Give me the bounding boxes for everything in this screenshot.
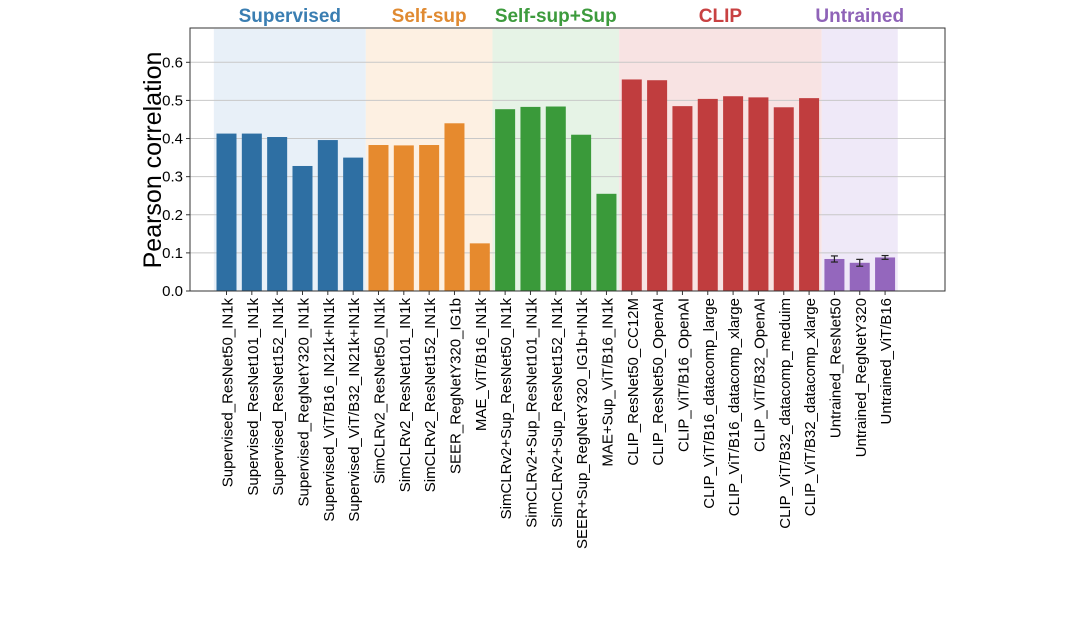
x-tick-label: SimCLRv2+Sup_ResNet101_IN1k xyxy=(523,298,540,528)
bar xyxy=(267,137,288,291)
x-tick-label: Supervised_ViT/B16_IN21k+IN1k xyxy=(321,298,338,522)
x-tick-label: SimCLRv2_ResNet152_IN1k xyxy=(422,298,439,493)
grid-lines xyxy=(190,61,945,254)
bars xyxy=(216,79,896,292)
bar xyxy=(748,97,769,291)
bar xyxy=(672,106,693,291)
y-tick-label: 0.5 xyxy=(162,92,183,109)
group-title: Self-sup xyxy=(392,6,467,27)
x-tick-label: CLIP_ViT/B16_OpenAI xyxy=(675,298,692,452)
bar xyxy=(773,107,794,291)
group-title: CLIP xyxy=(699,6,743,27)
bar xyxy=(697,98,718,291)
x-tick-label: SimCLRv2+Sup_ResNet50_IN1k xyxy=(498,298,515,520)
x-tick-label: Supervised_ResNet50_IN1k xyxy=(220,298,237,488)
y-tick-label: 0.1 xyxy=(162,245,183,262)
x-tick-label: MAE_ViT/B16_IN1k xyxy=(473,298,490,432)
bar xyxy=(849,262,870,291)
x-tick-label: CLIP_ResNet50_CC12M xyxy=(625,298,642,466)
bar xyxy=(393,145,414,291)
x-tick-label: SimCLRv2+Sup_ResNet152_IN1k xyxy=(549,298,566,528)
bar xyxy=(545,106,566,292)
x-axis-tick-labels: Supervised_ResNet50_IN1k Supervised_ResNe… xyxy=(220,291,895,549)
bar xyxy=(571,134,592,291)
plot-frame xyxy=(189,27,946,292)
x-tick-label: Untrained_RegNetY320 xyxy=(853,298,870,457)
y-tick-label: 0.6 xyxy=(162,54,183,71)
bar xyxy=(216,133,237,291)
bar xyxy=(368,145,389,291)
x-tick-label: CLIP_ViT/B16_datacomp_xlarge xyxy=(726,298,743,516)
bar xyxy=(621,79,642,292)
x-tick-label: CLIP_ResNet50_OpenAI xyxy=(650,298,667,466)
x-tick-label: Supervised_ResNet101_IN1k xyxy=(245,298,262,496)
x-tick-label: Supervised_ResNet152_IN1k xyxy=(270,298,287,496)
x-tick-label: Untrained_ViT/B16 xyxy=(878,298,895,424)
y-axis-ticks: 0.0 0.1 0.2 0.3 0.4 0.5 0.6 xyxy=(162,54,190,300)
x-tick-label: CLIP_ViT/B32_datacomp_meduim xyxy=(777,298,794,529)
x-tick-label: SEER_RegNetY320_IG1b xyxy=(447,298,464,474)
x-tick-label: Supervised_ViT/B32_IN21k+IN1k xyxy=(346,298,363,522)
bar xyxy=(647,80,668,291)
bar xyxy=(875,257,896,291)
x-tick-label: SimCLRv2_ResNet50_IN1k xyxy=(371,298,388,484)
bar xyxy=(317,140,338,291)
bar xyxy=(469,243,490,291)
group-band xyxy=(821,29,898,291)
bar xyxy=(419,145,440,291)
bar xyxy=(495,109,516,292)
bar xyxy=(799,98,820,291)
x-tick-label: Untrained_ResNet50 xyxy=(827,298,844,438)
bar xyxy=(824,258,845,291)
bar xyxy=(723,96,744,291)
y-tick-label: 0.4 xyxy=(162,131,183,148)
x-tick-label: CLIP_ViT/B32_OpenAI xyxy=(751,298,768,452)
x-tick-label: Supervised_RegNetY320_IN1k xyxy=(295,298,312,507)
group-titles: Supervised Self-sup Self-sup+Sup CLIP Untrai… xyxy=(239,6,904,27)
y-tick-label: 0.2 xyxy=(162,207,183,224)
bar xyxy=(292,165,313,291)
y-tick-label: 0.3 xyxy=(162,169,183,186)
group-title: Self-sup+Sup xyxy=(495,6,617,27)
x-tick-label: MAE+Sup_ViT/B16_IN1k xyxy=(599,298,616,467)
bar xyxy=(596,193,617,291)
group-title: Untrained xyxy=(815,6,904,27)
bar xyxy=(241,133,262,291)
y-axis-label: Pearson correlation xyxy=(139,52,167,269)
x-tick-label: SimCLRv2_ResNet101_IN1k xyxy=(397,298,414,493)
bar xyxy=(444,123,465,291)
group-band xyxy=(213,29,366,291)
bar xyxy=(520,106,541,292)
y-tick-label: 0.0 xyxy=(162,283,183,300)
bar xyxy=(343,157,364,291)
x-tick-label: CLIP_ViT/B16_datacomp_large xyxy=(701,298,718,509)
x-tick-label: CLIP_ViT/B32_datacomp_xlarge xyxy=(802,298,819,516)
x-tick-label: SEER+Sup_RegNetY320_IG1b+IN1k xyxy=(574,298,591,549)
group-title: Supervised xyxy=(239,6,341,27)
